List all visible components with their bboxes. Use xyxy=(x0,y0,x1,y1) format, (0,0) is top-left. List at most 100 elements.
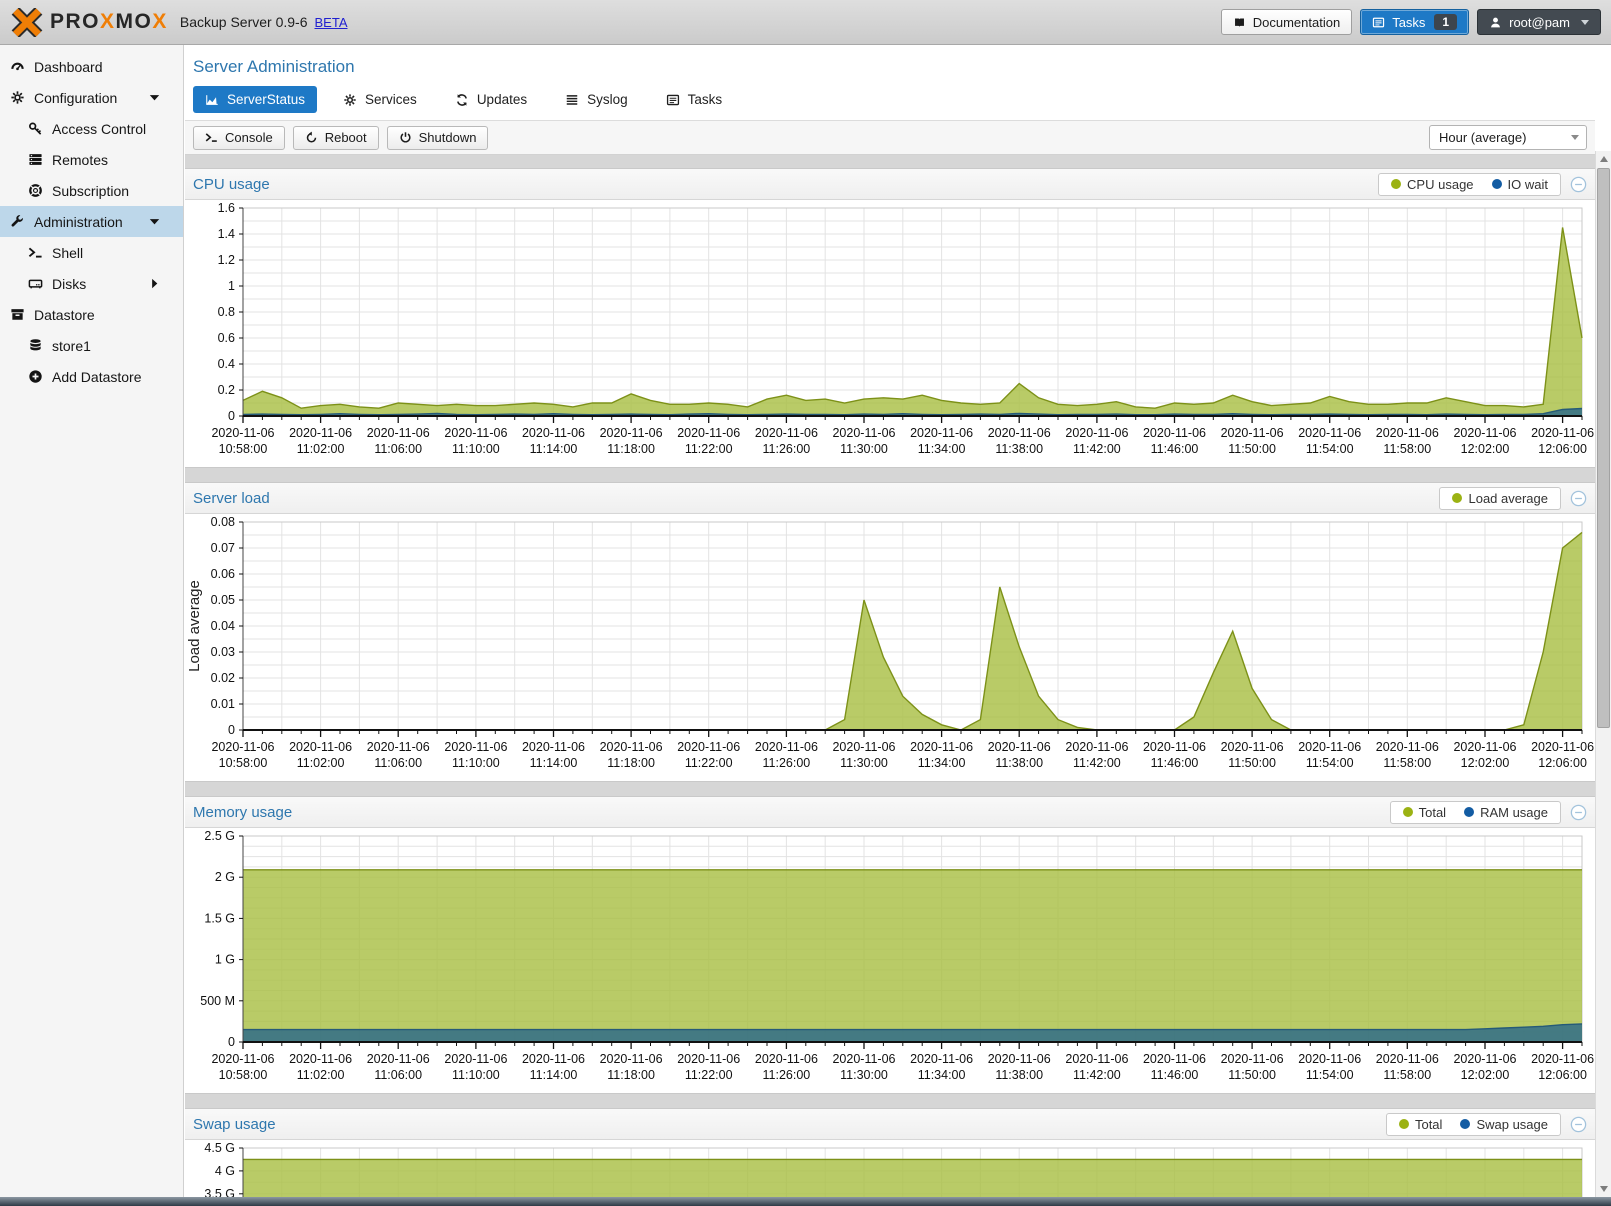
tab-label: ServerStatus xyxy=(227,92,306,107)
sidebar-item-subscription[interactable]: Subscription xyxy=(0,175,183,206)
svg-text:11:54:00: 11:54:00 xyxy=(1306,442,1354,456)
legend-item-cpu-usage[interactable]: CPU usage xyxy=(1391,177,1474,192)
svg-text:11:50:00: 11:50:00 xyxy=(1228,756,1276,770)
svg-text:11:18:00: 11:18:00 xyxy=(607,756,655,770)
proxmox-x-icon xyxy=(10,7,44,37)
svg-text:0: 0 xyxy=(228,723,235,737)
memory-usage-panel-title: Memory usage xyxy=(193,803,293,821)
collapse-panel-icon[interactable] xyxy=(1570,490,1587,507)
toolbar: Console Reboot Shutdown Hour (average) xyxy=(185,120,1595,155)
top-header: PROXMOX Backup Server 0.9-6 BETA Documen… xyxy=(0,0,1611,45)
cpu-usage-panel: CPU usage CPU usage IO wait 1.6 1.4 1.2 1 0.8 0.… xyxy=(185,168,1595,468)
sidebar-item-datastore[interactable]: Datastore xyxy=(0,299,183,330)
shutdown-button[interactable]: Shutdown xyxy=(386,125,489,150)
tasks-button[interactable]: Tasks 1 xyxy=(1360,9,1470,35)
svg-text:2020-11-06: 2020-11-06 xyxy=(289,1052,352,1066)
svg-text:11:14:00: 11:14:00 xyxy=(530,1068,578,1082)
console-icon xyxy=(28,245,43,260)
svg-text:2020-11-06: 2020-11-06 xyxy=(1298,740,1361,754)
legend-dot-icon xyxy=(1491,179,1502,189)
scrollbar-thumb[interactable] xyxy=(1597,168,1610,728)
sidebar-item-shell[interactable]: Shell xyxy=(0,237,183,268)
interval-select[interactable]: Hour (average) xyxy=(1429,125,1587,150)
main-content: Server Administration ServerStatus Servic… xyxy=(185,45,1595,1197)
tab-updates[interactable]: Updates xyxy=(443,86,539,113)
legend-dot-icon xyxy=(1452,493,1463,503)
svg-text:0: 0 xyxy=(228,1035,235,1049)
documentation-button[interactable]: Documentation xyxy=(1220,9,1353,35)
scroll-down-button[interactable] xyxy=(1596,1181,1611,1197)
svg-text:2020-11-06: 2020-11-06 xyxy=(600,426,663,440)
svg-text:0.04: 0.04 xyxy=(211,619,235,633)
tab-tasks[interactable]: Tasks xyxy=(654,86,735,113)
chevron-down-icon xyxy=(1571,135,1579,140)
sidebar-item-store1[interactable]: store1 xyxy=(0,330,183,361)
server-load-chart: 0.08 0.07 0.06 0.05 0.04 0.03 0.02 0.01 0 2020-11… xyxy=(186,515,1594,770)
scroll-up-button[interactable] xyxy=(1596,151,1611,167)
svg-text:2020-11-06: 2020-11-06 xyxy=(755,740,818,754)
window-bottom-edge xyxy=(0,1197,1611,1206)
sidebar-item-label: Configuration xyxy=(34,89,118,106)
list-icon xyxy=(666,93,680,107)
svg-text:10:58:00: 10:58:00 xyxy=(219,1068,268,1082)
legend-item-load-average[interactable]: Load average xyxy=(1452,491,1548,506)
sidebar-item-configuration[interactable]: Configuration xyxy=(0,82,183,113)
server-rows-icon xyxy=(28,152,43,167)
svg-text:12:06:00: 12:06:00 xyxy=(1538,756,1587,770)
collapse-panel-icon[interactable] xyxy=(1570,176,1587,193)
svg-text:11:06:00: 11:06:00 xyxy=(374,756,422,770)
console-button[interactable]: Console xyxy=(193,125,285,150)
beta-link[interactable]: BETA xyxy=(314,14,348,30)
legend-label: IO wait xyxy=(1507,176,1548,192)
tab-syslog[interactable]: Syslog xyxy=(553,86,640,113)
svg-text:2020-11-06: 2020-11-06 xyxy=(755,426,818,440)
user-menu-button[interactable]: root@pam xyxy=(1477,9,1601,35)
svg-text:0.4: 0.4 xyxy=(218,357,235,371)
legend-dot-icon xyxy=(1402,807,1413,817)
svg-text:2020-11-06: 2020-11-06 xyxy=(988,1052,1051,1066)
tab-services[interactable]: Services xyxy=(331,86,429,113)
legend-item-io-wait[interactable]: IO wait xyxy=(1491,176,1548,192)
collapse-panel-icon[interactable] xyxy=(1570,804,1587,821)
svg-text:11:42:00: 11:42:00 xyxy=(1073,1068,1121,1082)
svg-text:0.8: 0.8 xyxy=(218,305,235,319)
svg-text:2020-11-06: 2020-11-06 xyxy=(522,740,585,754)
svg-text:11:38:00: 11:38:00 xyxy=(995,442,1043,456)
svg-text:2020-11-06: 2020-11-06 xyxy=(444,426,507,440)
product-name: Backup Server 0.9-6 xyxy=(179,14,308,30)
book-icon xyxy=(1233,16,1246,29)
sidebar-item-label: Access Control xyxy=(52,120,147,137)
svg-text:4.5 G: 4.5 G xyxy=(204,1141,235,1155)
legend-item-ram-usage[interactable]: RAM usage xyxy=(1464,805,1548,820)
legend-item-total[interactable]: Total xyxy=(1398,1117,1442,1132)
sidebar-item-add-datastore[interactable]: Add Datastore xyxy=(0,361,183,392)
sidebar-item-dashboard[interactable]: Dashboard xyxy=(0,51,183,82)
svg-text:10:58:00: 10:58:00 xyxy=(219,756,268,770)
sidebar-item-access-control[interactable]: Access Control xyxy=(0,113,183,144)
svg-text:0.05: 0.05 xyxy=(211,593,235,607)
sidebar-item-remotes[interactable]: Remotes xyxy=(0,144,183,175)
svg-text:11:18:00: 11:18:00 xyxy=(607,1068,655,1082)
vertical-scrollbar[interactable] xyxy=(1595,151,1611,1197)
svg-text:2020-11-06: 2020-11-06 xyxy=(444,740,507,754)
svg-text:11:26:00: 11:26:00 xyxy=(763,1068,811,1082)
user-label: root@pam xyxy=(1509,14,1570,30)
legend-item-swap-usage[interactable]: Swap usage xyxy=(1460,1117,1548,1132)
svg-text:Load average: Load average xyxy=(186,580,203,672)
collapse-panel-icon[interactable] xyxy=(1570,1116,1587,1133)
svg-text:11:54:00: 11:54:00 xyxy=(1306,756,1354,770)
sidebar-item-administration[interactable]: Administration xyxy=(0,206,183,237)
plus-circle-icon xyxy=(28,369,43,384)
tab-serverstatus[interactable]: ServerStatus xyxy=(193,86,318,113)
svg-text:2020-11-06: 2020-11-06 xyxy=(367,1052,430,1066)
svg-text:1.5 G: 1.5 G xyxy=(204,911,235,925)
reboot-button[interactable]: Reboot xyxy=(292,125,379,150)
sidebar-item-label: Subscription xyxy=(52,182,130,199)
sidebar-item-disks[interactable]: Disks xyxy=(0,268,183,299)
database-icon xyxy=(28,338,43,353)
button-label: Console xyxy=(225,130,273,145)
svg-text:500 M: 500 M xyxy=(200,994,235,1008)
sidebar-item-label: Remotes xyxy=(52,151,109,168)
legend-item-total[interactable]: Total xyxy=(1402,805,1446,820)
svg-text:2020-11-06: 2020-11-06 xyxy=(1531,426,1594,440)
